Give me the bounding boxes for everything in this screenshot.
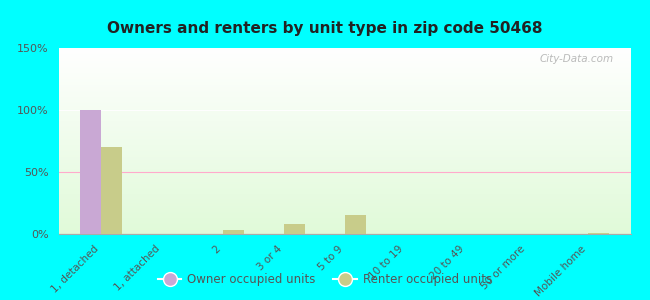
Text: City-Data.com: City-Data.com <box>540 54 614 64</box>
Bar <box>223 230 244 234</box>
Bar <box>283 224 305 234</box>
Text: Owners and renters by unit type in zip code 50468: Owners and renters by unit type in zip c… <box>107 21 543 36</box>
Legend: Owner occupied units, Renter occupied units: Owner occupied units, Renter occupied un… <box>153 269 497 291</box>
Bar <box>588 233 609 234</box>
Bar <box>80 110 101 234</box>
Bar <box>101 147 122 234</box>
Bar <box>344 215 366 234</box>
